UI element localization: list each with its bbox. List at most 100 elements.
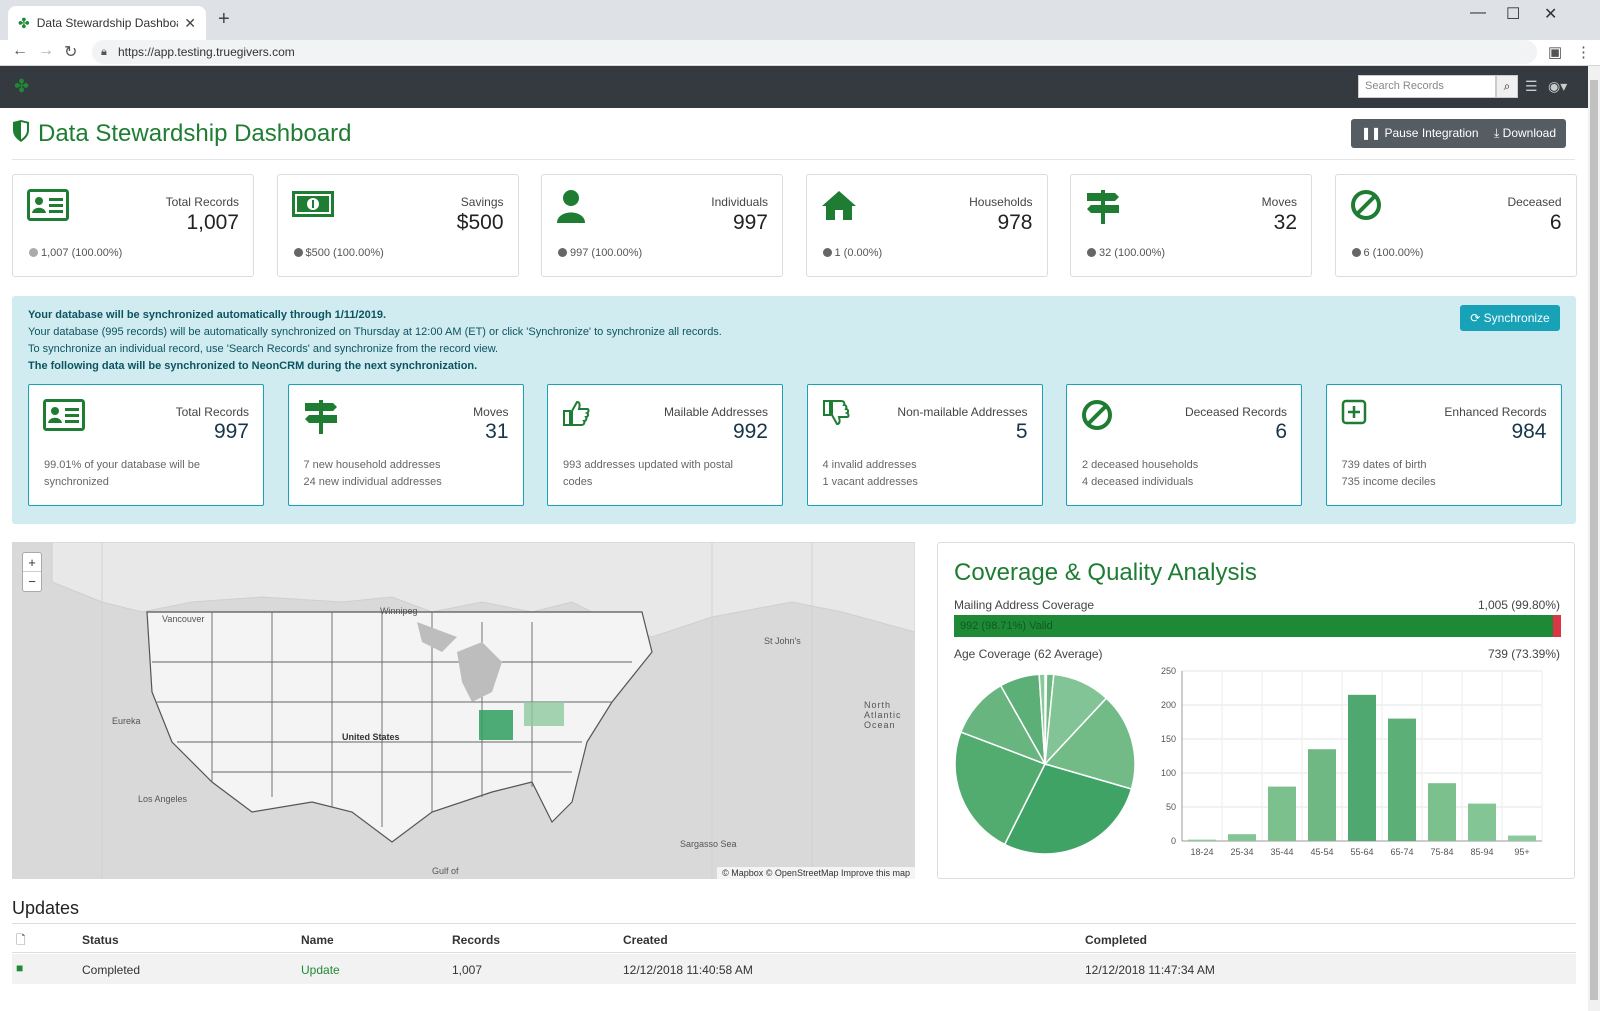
mailing-coverage-label: Mailing Address Coverage	[954, 598, 1095, 612]
bar-65-74[interactable]	[1388, 718, 1416, 841]
column-header[interactable]: Records	[452, 933, 501, 947]
cell-name-link[interactable]: Update	[301, 963, 340, 977]
close-window-icon[interactable]: ✕	[1544, 6, 1558, 23]
sync-card-value: 6	[1275, 420, 1287, 443]
sync-card-detail: 99.01% of your database will be	[44, 459, 200, 471]
search-input[interactable]: Search Records	[1358, 75, 1496, 98]
valid-bar-fill: 992 (98.71%) Valid	[954, 615, 1554, 637]
extension-icon[interactable]: ▣	[1548, 44, 1563, 61]
bar-85-94[interactable]	[1468, 803, 1496, 841]
app-logo-icon[interactable]: ✤	[14, 76, 30, 96]
stat-value: 1,007	[186, 211, 239, 234]
sync-card-non-mailable-addresses: Non-mailable Addresses 5 4 invalid address…	[806, 384, 1043, 506]
stat-footer: 1,007 (100.00%)	[29, 247, 122, 259]
bar-25-34[interactable]	[1228, 834, 1256, 841]
page-title-text: Data Stewardship Dashboard	[38, 120, 352, 147]
y-tick-label: 150	[1161, 734, 1176, 744]
stat-card-households: Households 978 1 (0.00%)	[805, 174, 1048, 277]
table-row[interactable]: ■ Completed Update 1,007 12/12/2018 11:4…	[12, 954, 1576, 984]
cell-completed: 12/12/2018 11:47:34 AM	[1085, 963, 1215, 977]
back-icon[interactable]: ←	[12, 42, 28, 59]
list-icon[interactable]: ☰	[1525, 78, 1538, 94]
site-favicon-icon: ✤	[18, 14, 30, 31]
stat-footer-text: 1,007 (100.00%)	[41, 247, 123, 259]
stat-card-total-records: Total Records 1,007 1,007 (100.00%)	[12, 174, 254, 277]
pie-slice-45-54[interactable]	[1043, 697, 1136, 790]
column-header[interactable]: Completed	[1085, 933, 1148, 947]
file-icon[interactable]: ■	[16, 961, 24, 975]
new-tab-icon[interactable]: +	[218, 8, 230, 30]
user-menu-icon[interactable]: ◉▾	[1548, 78, 1568, 94]
stat-card-individuals: Individuals 997 997 (100.00%)	[541, 174, 783, 277]
y-tick-label: 0	[1171, 836, 1176, 846]
cell-status: Completed	[82, 963, 141, 977]
sync-card-detail: codes	[563, 476, 593, 488]
download-button[interactable]: ⤓ Download	[1484, 119, 1567, 148]
page-title: Data Stewardship Dashboard	[12, 120, 352, 148]
pause-integration-button[interactable]: ❚❚ Pause Integration	[1351, 119, 1489, 148]
column-header[interactable]: Status	[82, 933, 119, 947]
minimize-icon[interactable]: —	[1470, 4, 1486, 21]
scrollbar-thumb[interactable]	[1590, 80, 1598, 1000]
bar-75-84[interactable]	[1428, 783, 1456, 841]
bar-95+[interactable]	[1508, 835, 1536, 841]
shield-icon	[12, 120, 30, 148]
sync-line-1: Your database will be synchronized autom…	[28, 309, 387, 321]
reload-icon[interactable]: ↻	[64, 44, 78, 61]
cell-records: 1,007	[452, 963, 483, 977]
map-attribution[interactable]: © Mapbox © OpenStreetMap Improve this ma…	[717, 867, 915, 879]
y-tick-label: 100	[1161, 768, 1176, 778]
column-header[interactable]: Created	[623, 933, 668, 947]
stat-footer: 997 (100.00%)	[558, 247, 642, 259]
map-label: Gulf of	[432, 866, 459, 876]
sync-card-value: 997	[213, 420, 249, 443]
sync-card-detail: 735 income deciles	[1341, 476, 1436, 488]
bar-55-64[interactable]	[1348, 694, 1376, 841]
pie-slice-65-74[interactable]	[954, 731, 1047, 846]
age-coverage-value: 739 (73.39%)	[1487, 647, 1560, 661]
mailing-coverage-bar: 992 (98.71%) Valid	[954, 615, 1561, 637]
bar-45-54[interactable]	[1308, 749, 1336, 841]
x-tick-label: 95+	[1514, 847, 1529, 857]
forward-icon[interactable]: →	[38, 42, 54, 59]
stat-label: Moves	[1261, 195, 1297, 209]
user-icon	[556, 189, 598, 229]
synchronize-button[interactable]: ⟳ Synchronize	[1460, 305, 1560, 331]
sync-card-detail: 1 vacant addresses	[822, 476, 918, 488]
map-label: Vancouver	[162, 614, 205, 624]
records-map[interactable]: + − Vancouver Winnipeg St John's Eureka …	[12, 542, 915, 879]
sync-card-detail: 4 deceased individuals	[1082, 476, 1194, 488]
synchronize-label: Synchronize	[1483, 311, 1550, 325]
pie-slice-55-64[interactable]	[1003, 763, 1133, 855]
browser-tab[interactable]: ✤ Data Stewardship Dashboard - Tr ✕	[8, 6, 206, 40]
sync-card-label: Non-mailable Addresses	[897, 405, 1028, 419]
zoom-in-button[interactable]: +	[23, 553, 41, 572]
close-tab-icon[interactable]: ✕	[184, 14, 196, 31]
home-icon	[821, 189, 863, 229]
download-icon: ⤓	[1494, 126, 1500, 140]
y-tick-label: 250	[1161, 666, 1176, 676]
zoom-out-button[interactable]: −	[28, 574, 36, 589]
search-icon[interactable]: ⌕	[1496, 75, 1518, 98]
status-dot-icon	[558, 248, 567, 257]
pause-icon: ❚❚	[1361, 126, 1382, 140]
stat-value: 32	[1273, 211, 1297, 234]
page-scrollbar[interactable]	[1588, 66, 1600, 1011]
sync-card-total-records: Total Records 997 99.01% of your database …	[28, 384, 264, 506]
url-field[interactable]: 🔒︎ https://app.testing.truegivers.com	[92, 40, 1537, 64]
bar-18-24[interactable]	[1188, 839, 1216, 841]
stat-card-moves: Moves 32 32 (100.00%)	[1070, 174, 1312, 277]
stat-label: Households	[969, 195, 1033, 209]
sync-line-2: Your database (995 records) will be auto…	[28, 326, 722, 338]
map-label: St John's	[764, 636, 801, 646]
maximize-icon[interactable]: ☐	[1506, 6, 1521, 23]
status-dot-icon	[1087, 248, 1096, 257]
browser-menu-icon[interactable]: ⋮	[1576, 44, 1591, 61]
pie-slice-95+[interactable]	[1038, 673, 1046, 765]
bar-35-44[interactable]	[1268, 786, 1296, 841]
column-header[interactable]: Name	[301, 933, 334, 947]
map-label: Eureka	[112, 716, 141, 726]
contact-card-icon	[27, 189, 69, 229]
updates-title: Updates	[12, 898, 80, 918]
table-header: 🗋︎ Status Name Records Created Completed	[12, 923, 1576, 953]
